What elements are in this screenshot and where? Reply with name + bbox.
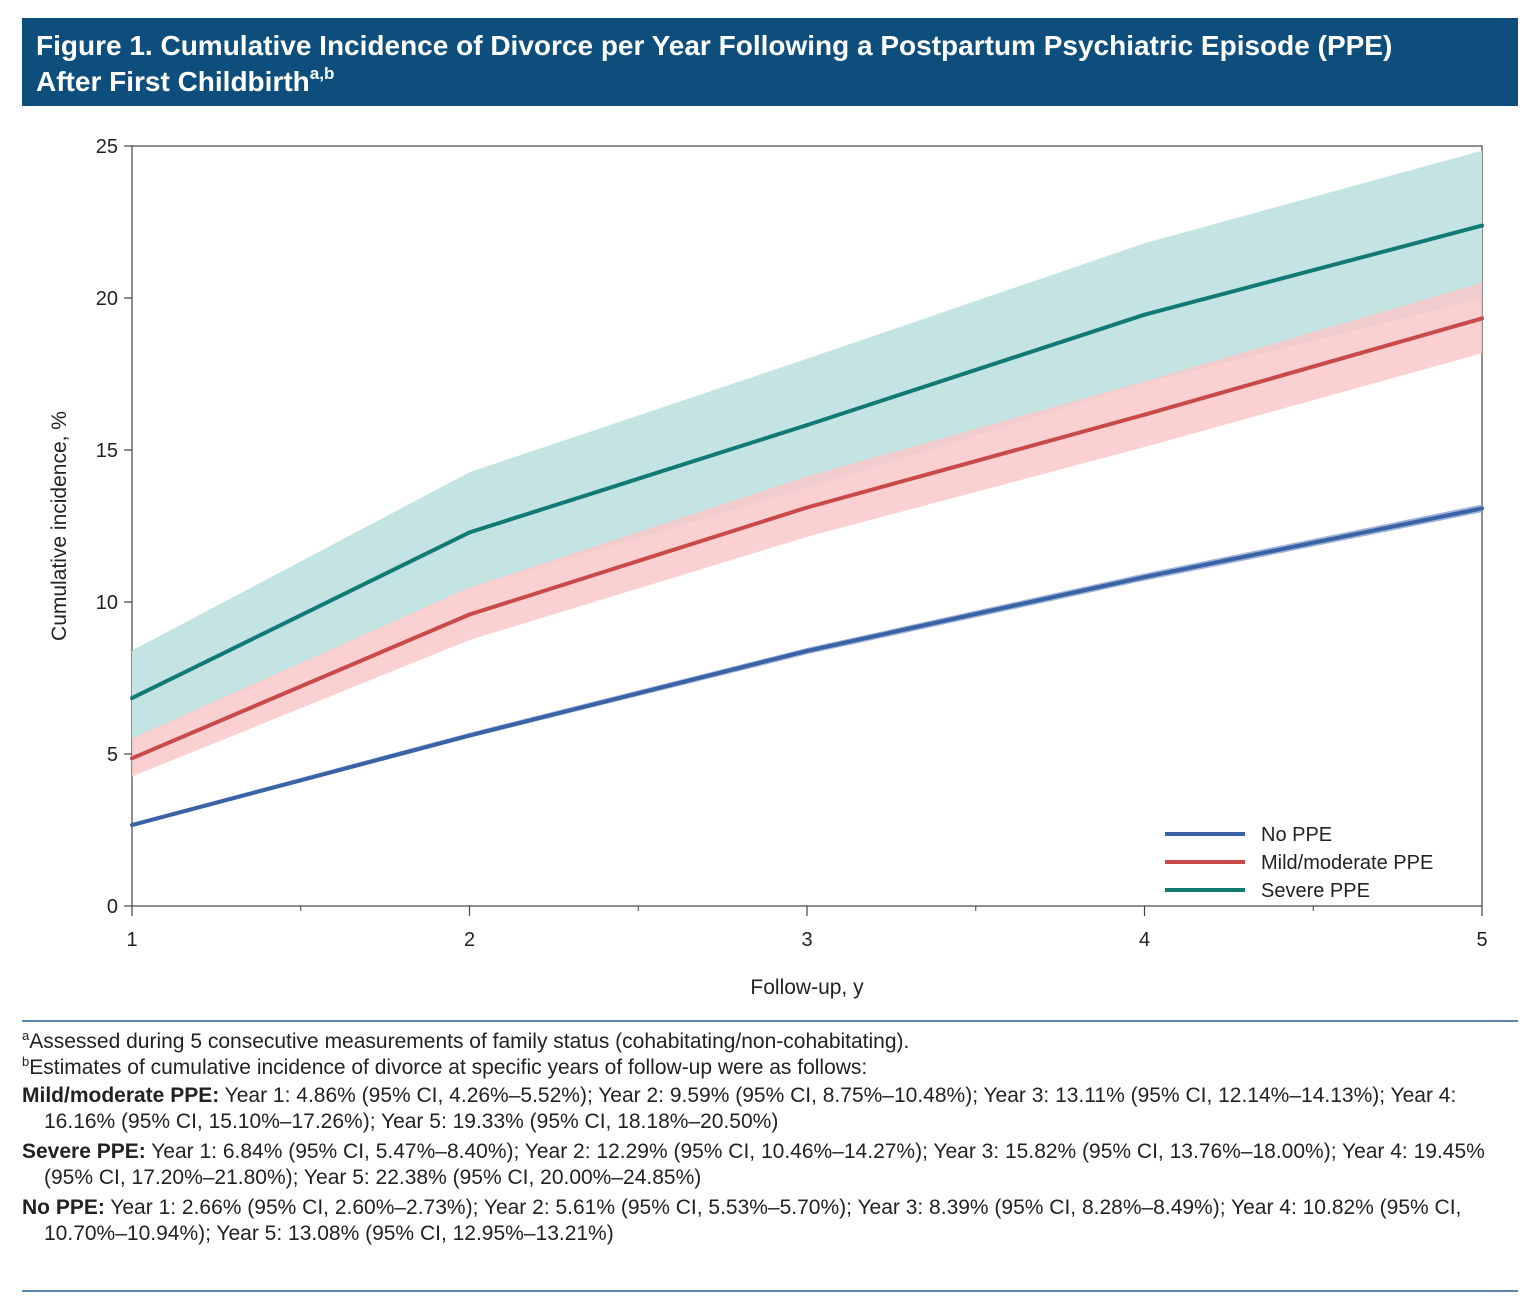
figure-title-line1: Figure 1. Cumulative Incidence of Divorc… [36, 30, 1393, 61]
data-point [1480, 316, 1484, 321]
ci-band-1 [132, 282, 1482, 777]
chart-container: 0 5 10 15 20 25 1 2 3 4 5 Follow-up, y Cumulative in… [0, 106, 1536, 1016]
data-point [467, 733, 472, 738]
footnote-group-text: Year 1: 2.66% (95% CI, 2.60%–2.73%); Yea… [44, 1196, 1462, 1245]
figure-title-bar: Figure 1. Cumulative Incidence of Divorc… [22, 18, 1518, 106]
data-point [130, 823, 134, 828]
figure-title-superscript: a,b [309, 64, 335, 83]
data-point [805, 423, 809, 428]
legend-label: No PPE [1261, 824, 1332, 846]
data-point [805, 648, 809, 653]
footnote-a: aAssessed during 5 consecutive measureme… [22, 1029, 1518, 1055]
x-tick-label: 5 [1476, 929, 1487, 951]
figure-title-line2-text: After First Childbirth [36, 66, 310, 97]
footnote-group-severe: Severe PPE: Year 1: 6.84% (95% CI, 5.47%… [22, 1139, 1518, 1191]
data-point [130, 696, 134, 701]
data-point [467, 612, 472, 617]
ci-band-2 [132, 150, 1482, 740]
y-tick-label: 25 [96, 136, 118, 158]
y-tick-label: 0 [107, 896, 118, 918]
x-tick-label: 1 [126, 929, 137, 951]
data-point [1142, 312, 1147, 317]
footnote-group-mild-moderate: Mild/moderate PPE: Year 1: 4.86% (95% CI… [22, 1083, 1518, 1135]
cumulative-incidence-chart: 0 5 10 15 20 25 1 2 3 4 5 Follow-up, y Cumulative in… [48, 136, 1488, 999]
footnote-bottom-divider [22, 1290, 1518, 1292]
footnote-group-text: Year 1: 6.84% (95% CI, 5.47%–8.40%); Yea… [44, 1140, 1485, 1189]
footnote-b-text: Estimates of cumulative incidence of div… [29, 1056, 868, 1079]
legend-label: Mild/moderate PPE [1261, 852, 1433, 874]
footnote-top-divider [22, 1020, 1518, 1022]
data-point [130, 756, 134, 761]
footnotes: aAssessed during 5 consecutive measureme… [22, 1029, 1518, 1251]
footnote-group-label: Severe PPE: [22, 1140, 146, 1163]
footnote-group-label: No PPE: [22, 1196, 105, 1219]
data-point [1142, 412, 1147, 417]
y-tick-label: 15 [96, 440, 118, 462]
x-tick-label: 2 [464, 929, 475, 951]
y-tick-label: 5 [107, 744, 118, 766]
data-point [1142, 575, 1147, 580]
y-axis-label: Cumulative incidence, % [48, 411, 71, 641]
y-tick-label: 10 [96, 592, 118, 614]
x-tick-label: 4 [1139, 929, 1150, 951]
footnote-a-text: Assessed during 5 consecutive measuremen… [29, 1030, 910, 1053]
footnote-b-mark: b [22, 1054, 30, 1069]
y-tick-label: 20 [96, 288, 118, 310]
x-tick-label: 3 [801, 929, 812, 951]
data-point [1480, 223, 1484, 228]
data-point [805, 505, 809, 510]
footnote-group-label: Mild/moderate PPE: [22, 1084, 220, 1107]
x-axis-label: Follow-up, y [750, 976, 864, 999]
data-point [1480, 506, 1484, 511]
footnote-group-no-ppe: No PPE: Year 1: 2.66% (95% CI, 2.60%–2.7… [22, 1195, 1518, 1247]
footnote-a-mark: a [22, 1028, 30, 1043]
footnote-group-text: Year 1: 4.86% (95% CI, 4.26%–5.52%); Yea… [44, 1084, 1457, 1133]
footnote-b: bEstimates of cumulative incidence of di… [22, 1055, 1518, 1081]
figure-title-line2: After First Childbirtha,b [36, 64, 1504, 100]
legend-label: Severe PPE [1261, 880, 1370, 902]
data-point [467, 530, 472, 535]
